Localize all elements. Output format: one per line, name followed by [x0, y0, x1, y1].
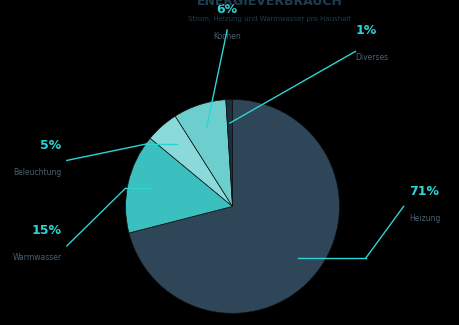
Text: Kochen: Kochen — [213, 32, 241, 41]
Text: 15%: 15% — [31, 225, 62, 238]
Text: 71%: 71% — [408, 185, 438, 198]
Text: Beleuchtung: Beleuchtung — [13, 168, 62, 177]
Wedge shape — [125, 138, 232, 233]
Wedge shape — [225, 99, 232, 206]
Text: Warmwasser: Warmwasser — [12, 254, 62, 263]
Text: 6%: 6% — [216, 3, 237, 16]
Text: Heizung: Heizung — [408, 214, 439, 223]
Text: Diverses: Diverses — [355, 54, 388, 62]
Text: ENERGIEVERBRAUCH: ENERGIEVERBRAUCH — [196, 0, 342, 7]
Wedge shape — [150, 116, 232, 206]
Wedge shape — [175, 100, 232, 206]
Wedge shape — [129, 99, 339, 313]
Text: Strom, Heizung und Warmwasser pro Haushalt: Strom, Heizung und Warmwasser pro Hausha… — [188, 16, 351, 22]
Text: 5%: 5% — [40, 139, 62, 152]
Text: 1%: 1% — [355, 24, 376, 37]
